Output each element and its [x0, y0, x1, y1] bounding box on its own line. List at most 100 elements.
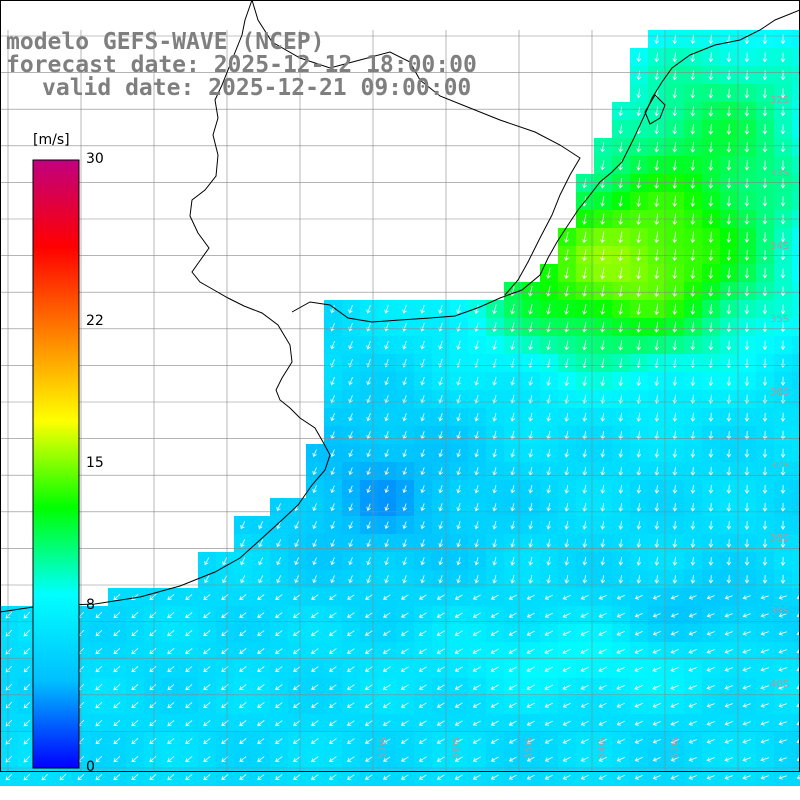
- wind-arrow: [744, 502, 750, 512]
- wind-arrow: [672, 52, 678, 63]
- wind-arrow: [636, 376, 642, 387]
- wind-arrow: [510, 304, 515, 315]
- wind-arrow: [348, 413, 353, 422]
- wind-arrow: [636, 52, 642, 63]
- wind-arrow: [564, 231, 569, 244]
- wind-arrow: [688, 631, 697, 636]
- wind-arrow: [402, 575, 407, 584]
- wind-arrow: [582, 575, 588, 584]
- wind-arrow: [582, 249, 587, 262]
- wind-arrow: [490, 648, 499, 654]
- wind-arrow: [654, 340, 660, 351]
- wind-arrow: [690, 502, 696, 512]
- longitude-label: 56W: [450, 736, 462, 759]
- wind-arrow: [526, 666, 536, 672]
- wind-arrow: [598, 756, 607, 762]
- wind-arrow: [724, 775, 734, 780]
- wind-arrow: [400, 720, 409, 726]
- wind-arrow: [456, 485, 461, 494]
- wind-arrow: [706, 703, 715, 708]
- wind-arrow: [778, 721, 788, 726]
- wind-arrow: [330, 413, 335, 422]
- wind-arrow: [634, 648, 644, 654]
- wind-speed-cell: [792, 66, 800, 84]
- wind-arrow: [616, 738, 625, 744]
- wind-arrow: [618, 303, 623, 316]
- wind-arrow: [564, 502, 569, 512]
- longitude-label: 55W: [523, 736, 535, 759]
- wind-arrow: [672, 303, 678, 316]
- wind-arrow: [204, 575, 210, 584]
- wind-arrow: [546, 376, 551, 387]
- wind-arrow: [600, 538, 606, 548]
- wind-arrow: [762, 574, 768, 584]
- wind-arrow: [636, 321, 641, 333]
- wind-arrow: [294, 539, 299, 548]
- wind-arrow: [708, 575, 714, 584]
- wind-arrow: [311, 756, 319, 762]
- wind-arrow: [240, 521, 246, 530]
- wind-arrow: [347, 666, 355, 672]
- wind-arrow: [95, 774, 103, 781]
- wind-arrow: [346, 648, 355, 654]
- wind-arrow: [780, 160, 786, 171]
- wind-speed-cell: [792, 138, 800, 156]
- wind-arrow: [618, 267, 623, 280]
- wind-arrow: [366, 395, 371, 404]
- wind-arrow: [708, 520, 714, 530]
- wind-arrow: [329, 738, 337, 744]
- wind-arrow: [275, 612, 283, 618]
- wind-arrow: [508, 720, 517, 726]
- wind-arrow: [724, 595, 733, 600]
- wind-arrow: [726, 575, 732, 584]
- wind-arrow: [708, 123, 714, 135]
- wind-arrow: [366, 485, 371, 494]
- wind-arrow: [257, 774, 265, 780]
- wind-arrow: [780, 376, 786, 386]
- wind-arrow: [546, 448, 551, 458]
- wind-arrow: [562, 630, 572, 636]
- wind-arrow: [456, 467, 461, 476]
- wind-arrow: [726, 195, 732, 207]
- wind-arrow: [780, 574, 786, 584]
- wind-arrow: [420, 521, 425, 530]
- wind-arrow: [492, 467, 497, 476]
- wind-arrow: [708, 412, 714, 422]
- wind-arrow: [600, 484, 606, 494]
- wind-arrow: [690, 484, 696, 494]
- wind-arrow: [726, 304, 732, 315]
- wind-arrow: [690, 267, 696, 280]
- wind-speed-cell: [792, 444, 800, 462]
- wind-arrow: [474, 485, 479, 494]
- wind-arrow: [708, 249, 714, 262]
- wind-arrow: [418, 756, 427, 762]
- wind-arrow: [330, 485, 335, 494]
- wind-arrow: [472, 684, 481, 690]
- latitude-label: 39S: [770, 606, 790, 617]
- wind-arrow: [654, 249, 660, 262]
- wind-arrow: [456, 304, 461, 314]
- wind-arrow: [149, 611, 157, 619]
- wind-arrow: [95, 612, 103, 619]
- wind-arrow: [744, 141, 750, 153]
- wind-arrow: [726, 177, 732, 189]
- wind-arrow: [724, 631, 733, 636]
- wind-arrow: [618, 142, 623, 153]
- wind-arrow: [239, 684, 247, 691]
- wind-arrow: [616, 630, 626, 636]
- wind-arrow: [706, 685, 716, 690]
- coastline: [0, 0, 800, 613]
- wind-arrow: [654, 142, 660, 153]
- wind-arrow: [724, 649, 734, 654]
- wind-arrow: [618, 556, 624, 566]
- wind-arrow: [23, 683, 31, 691]
- wind-arrow: [454, 666, 463, 672]
- wind-arrow: [762, 286, 768, 297]
- wind-arrow: [438, 376, 443, 386]
- wind-arrow: [528, 303, 533, 315]
- wind-arrow: [726, 159, 732, 171]
- wind-arrow: [636, 412, 642, 422]
- wind-arrow: [472, 738, 481, 744]
- wind-arrow: [528, 521, 533, 530]
